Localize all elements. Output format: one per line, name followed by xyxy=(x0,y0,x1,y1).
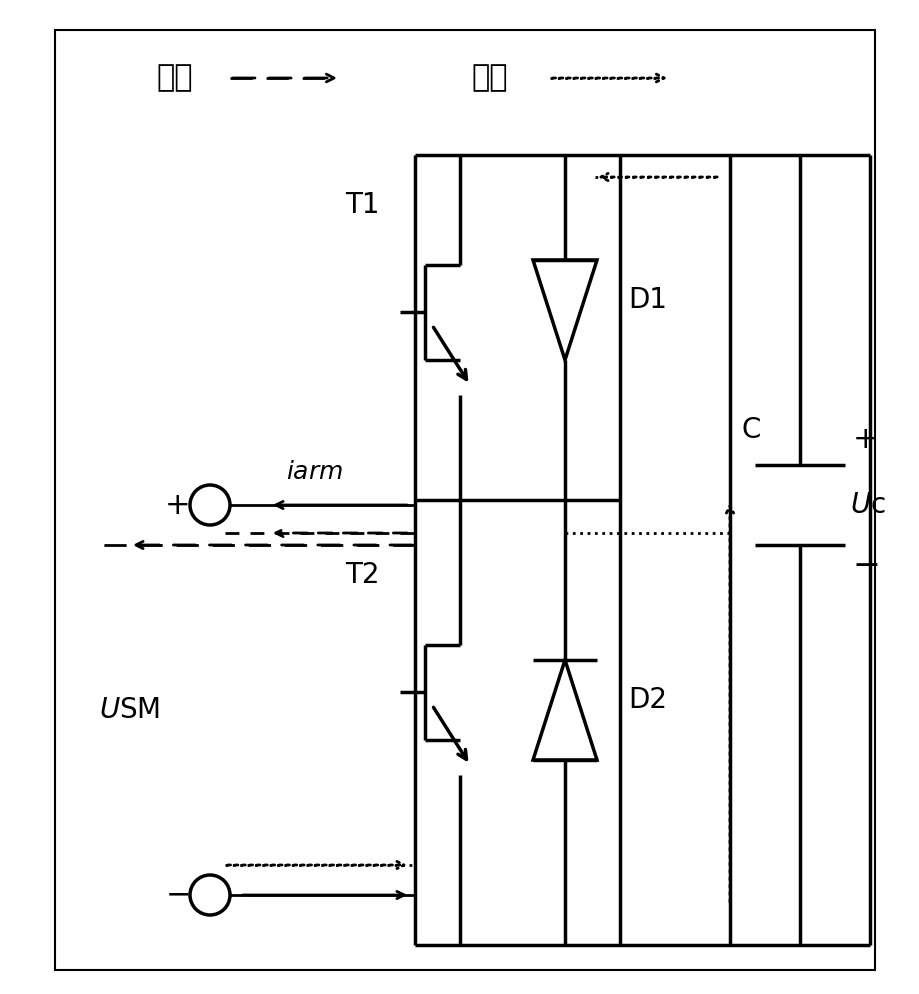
Text: 正常: 正常 xyxy=(471,64,507,92)
Text: D1: D1 xyxy=(628,286,666,314)
Text: 故障: 故障 xyxy=(156,64,193,92)
Text: $i$arm: $i$arm xyxy=(286,460,343,484)
Text: −: − xyxy=(852,549,880,581)
Text: $\it{U}$SM: $\it{U}$SM xyxy=(99,696,161,724)
Text: T2: T2 xyxy=(345,561,380,589)
Text: +: + xyxy=(165,490,190,520)
Text: +: + xyxy=(852,425,878,454)
Text: T1: T1 xyxy=(345,191,380,219)
Text: D2: D2 xyxy=(628,686,666,714)
Text: $\it{U}$c: $\it{U}$c xyxy=(849,491,885,519)
Text: C: C xyxy=(742,416,761,444)
Text: −: − xyxy=(165,881,190,910)
